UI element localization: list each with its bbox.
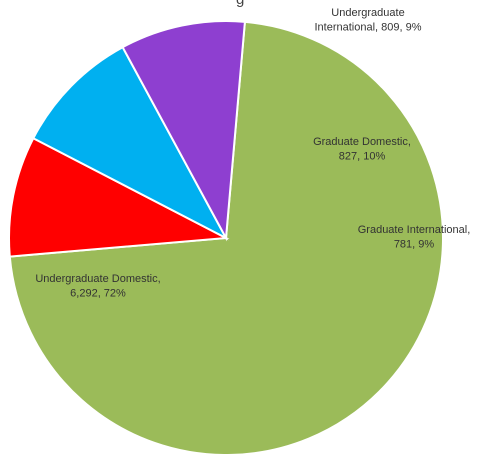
data-label-line: Undergraduate Domestic, [35, 273, 160, 285]
pie-slice-graduate-international [8, 136, 230, 258]
data-label-line: Graduate Domestic, [313, 136, 411, 148]
data-label-line: 781, 9% [394, 238, 435, 250]
pie-slice-undergraduate-international [121, 20, 246, 242]
data-label-undergraduate-international: Undergraduate International, 809, 9% [314, 7, 421, 33]
chart-title-fragment: g [236, 0, 244, 8]
data-label-graduate-domestic: Graduate Domestic, 827, 10% [313, 136, 411, 162]
data-label-line: International, 809, 9% [314, 21, 421, 33]
data-label-undergraduate-domestic: Undergraduate Domestic, 6,292, 72% [35, 273, 160, 299]
data-label-line: 827, 10% [339, 150, 386, 162]
data-label-line: 6,292, 72% [70, 287, 126, 299]
pie-slice-graduate-domestic [31, 45, 229, 241]
data-label-line: Undergraduate [331, 7, 404, 19]
data-label-graduate-international: Graduate International, 781, 9% [358, 224, 471, 250]
data-label-line: Graduate International, [358, 224, 471, 236]
